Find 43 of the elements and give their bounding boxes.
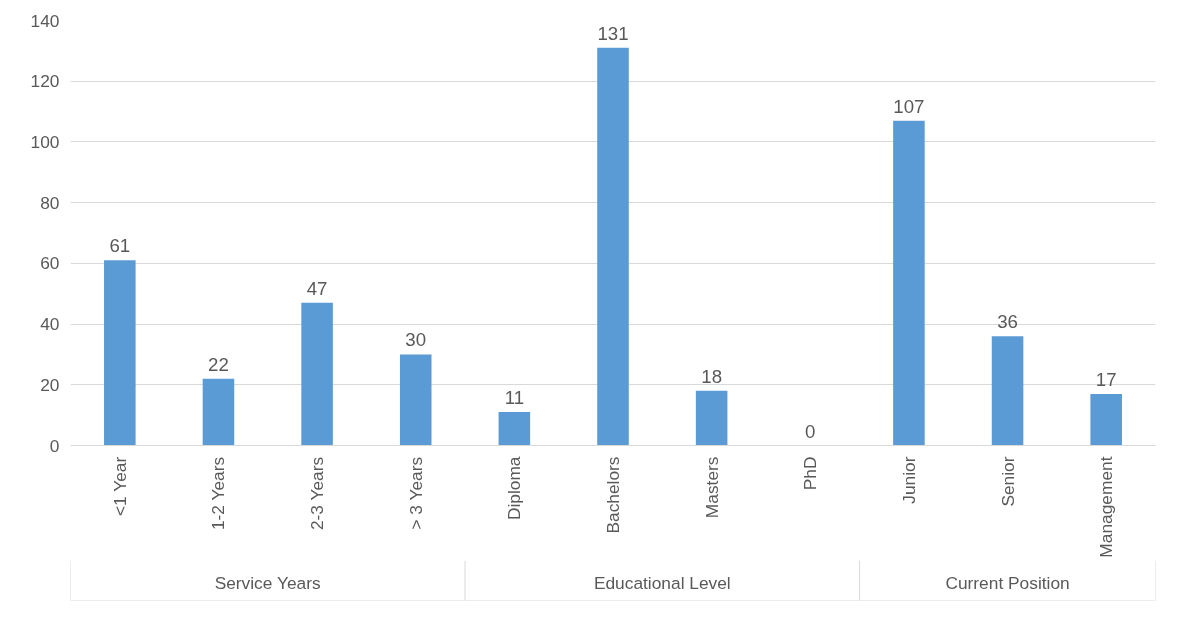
- y-tick-label: 60: [40, 253, 60, 274]
- data-label: 0: [805, 420, 816, 442]
- y-tick-label: 140: [30, 10, 60, 31]
- y-tick-label: 120: [30, 71, 60, 92]
- data-label: 61: [109, 235, 131, 257]
- bar: [104, 260, 136, 446]
- x-tick-label: Masters: [701, 456, 722, 519]
- bar: [301, 302, 333, 446]
- x-tick-label: 2-3 Years: [307, 456, 328, 531]
- data-label: 17: [1095, 368, 1117, 390]
- data-label: 30: [405, 329, 427, 351]
- y-tick-label: 100: [30, 131, 60, 152]
- y-tick-label: 0: [49, 435, 60, 456]
- data-label: 22: [208, 353, 229, 375]
- bar: [991, 336, 1024, 446]
- data-label: 11: [504, 387, 525, 409]
- x-tick-label: Junior: [898, 456, 919, 504]
- x-tick-label: PhD: [800, 456, 821, 491]
- bar: [1090, 393, 1122, 446]
- x-tick-label: <1 Year: [109, 456, 130, 517]
- x-tick-label: Diploma: [504, 456, 525, 521]
- y-tick-label: 40: [40, 314, 60, 335]
- y-tick-label: 20: [40, 374, 60, 395]
- bar: [695, 390, 728, 446]
- x-tick-label: 1-2 Years: [208, 456, 229, 531]
- x-tick-label: Management: [1096, 456, 1117, 558]
- x-tick-label: Bachelors: [603, 456, 623, 534]
- bar: [498, 412, 531, 446]
- y-tick-label: 80: [40, 192, 60, 213]
- data-label: 131: [597, 22, 629, 44]
- x-tick-label: > 3 Years: [405, 456, 426, 530]
- data-label: 36: [997, 311, 1018, 333]
- bar: [202, 378, 235, 446]
- bar: [597, 47, 629, 446]
- text: Current Position: [945, 572, 1070, 593]
- data-label: 47: [306, 277, 328, 299]
- text: Educational Level: [593, 572, 731, 593]
- bar: [893, 120, 925, 446]
- x-tick-label: Senior: [997, 456, 1018, 507]
- text: Service Years: [214, 572, 321, 593]
- data-label: 107: [893, 95, 925, 117]
- bar: [399, 354, 432, 446]
- data-label: 18: [701, 365, 723, 387]
